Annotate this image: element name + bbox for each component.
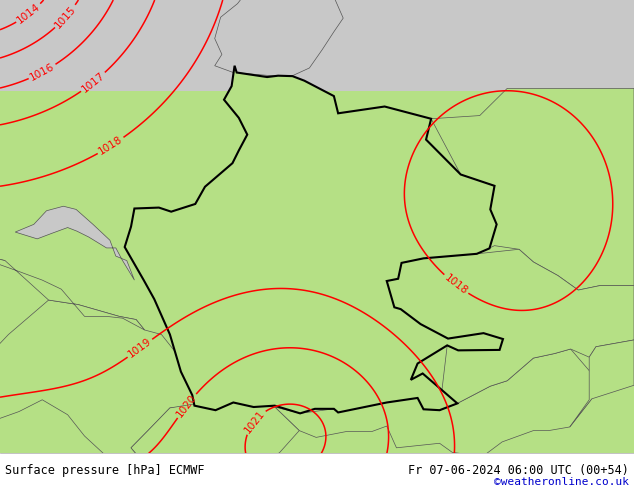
Text: 1016: 1016: [29, 61, 56, 83]
Text: 1017: 1017: [80, 70, 107, 95]
Text: 1018: 1018: [97, 135, 125, 157]
Text: 1014: 1014: [15, 1, 42, 25]
Polygon shape: [131, 394, 299, 484]
Polygon shape: [275, 349, 596, 456]
Text: Surface pressure [hPa] ECMWF: Surface pressure [hPa] ECMWF: [5, 464, 205, 477]
Text: Fr 07-06-2024 06:00 UTC (00+54): Fr 07-06-2024 06:00 UTC (00+54): [408, 464, 629, 477]
Polygon shape: [431, 88, 634, 290]
Polygon shape: [387, 249, 634, 410]
Text: 1020: 1020: [174, 392, 198, 419]
Polygon shape: [125, 66, 503, 414]
Text: 1018: 1018: [443, 272, 469, 296]
Text: 1021: 1021: [242, 408, 266, 435]
Bar: [0, 0, 634, 91]
Polygon shape: [215, 0, 343, 75]
Text: 1015: 1015: [53, 3, 78, 30]
Polygon shape: [0, 255, 203, 490]
Polygon shape: [0, 255, 145, 330]
Polygon shape: [570, 340, 634, 427]
Text: ©weatheronline.co.uk: ©weatheronline.co.uk: [494, 477, 629, 487]
Text: 1019: 1019: [126, 337, 153, 360]
Polygon shape: [15, 206, 134, 280]
